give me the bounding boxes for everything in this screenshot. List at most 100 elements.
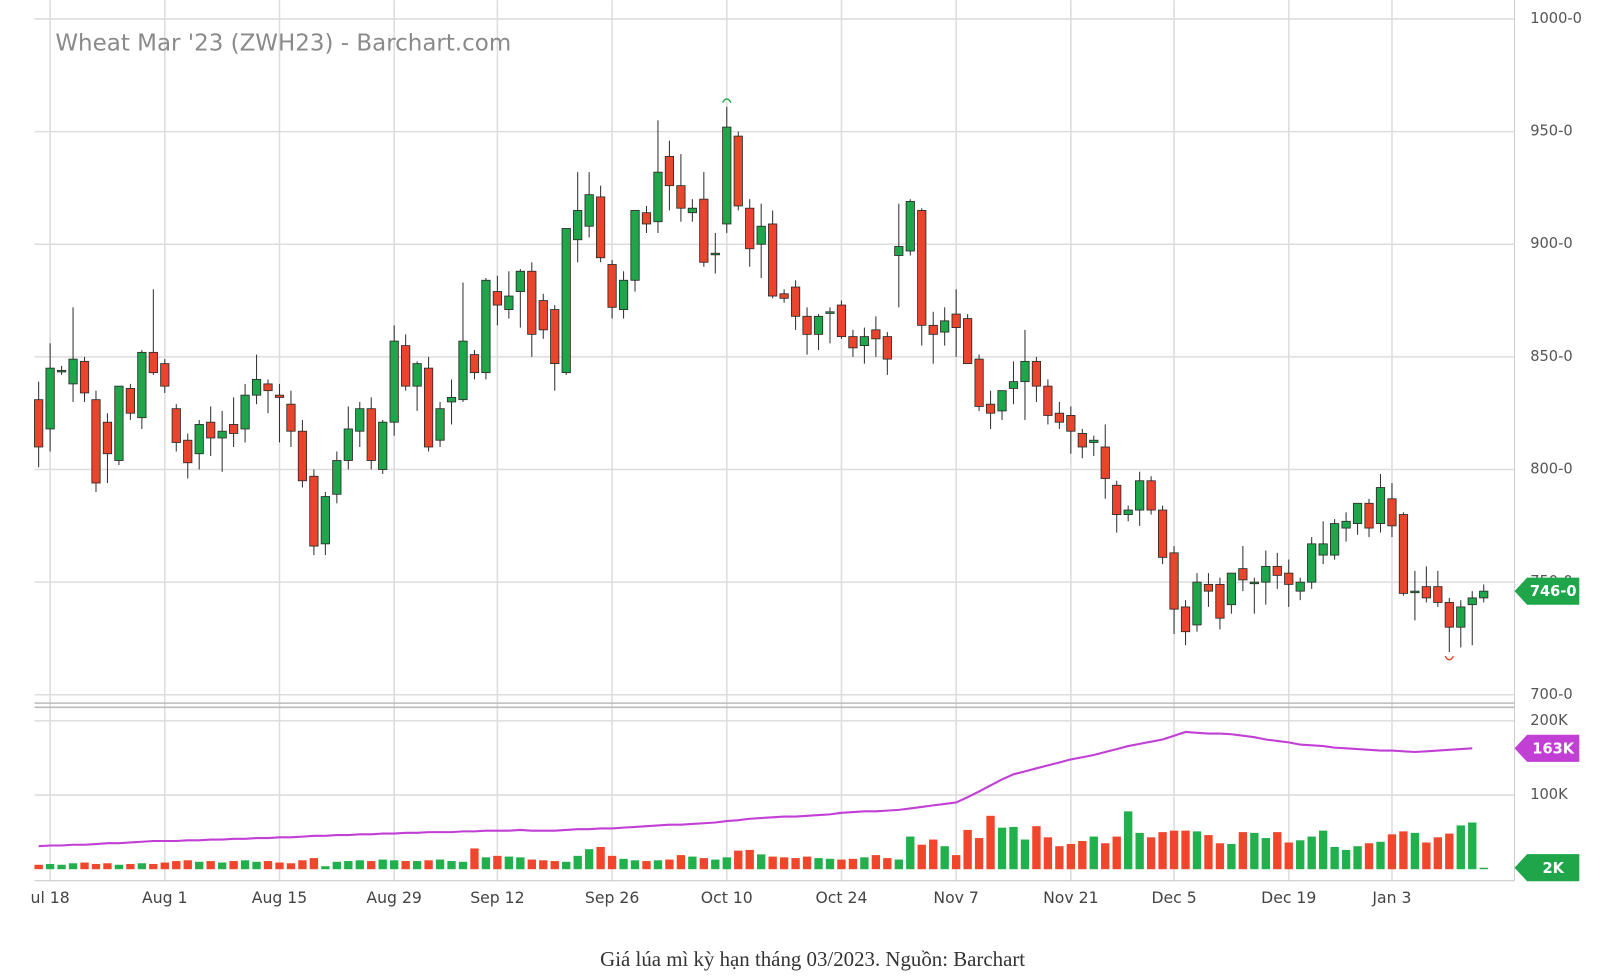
candle-body — [1261, 565, 1271, 583]
candle-body — [481, 279, 491, 374]
volume-bar — [951, 855, 961, 870]
volume-bar — [722, 857, 731, 870]
y-tick-label: 900-0 — [1530, 235, 1572, 252]
candle-body — [286, 403, 296, 432]
volume-bar — [997, 827, 1007, 870]
candle-body — [641, 212, 652, 225]
candle-body — [469, 354, 480, 374]
volume-bar — [894, 859, 903, 870]
volume-bar — [1215, 843, 1225, 870]
volume-bar — [539, 860, 548, 870]
volume-bar — [1433, 837, 1443, 870]
value-flag — [1514, 854, 1580, 882]
volume-bar — [1043, 837, 1053, 870]
volume-bar — [940, 846, 949, 870]
candle-body — [1375, 487, 1386, 524]
volume-bar — [103, 863, 112, 870]
candle-body — [389, 340, 399, 423]
volume-bar — [447, 861, 456, 870]
volume-bar — [665, 859, 674, 870]
x-tick-label: Oct 24 — [815, 888, 867, 907]
volume-bar — [734, 850, 743, 870]
candle-body — [171, 408, 181, 443]
candle-body — [527, 270, 537, 335]
volume-bar — [1387, 834, 1397, 870]
candle-body — [974, 358, 984, 407]
candle-body — [940, 320, 950, 333]
volume-bar — [1296, 840, 1305, 870]
candle-body — [1123, 509, 1133, 515]
volume-bar — [929, 839, 938, 870]
candle-body — [1157, 509, 1168, 558]
volume-bar — [126, 864, 135, 870]
candle-body — [332, 460, 342, 495]
volume-bar — [1341, 849, 1351, 870]
volume-bar — [1227, 843, 1236, 870]
volume-bar — [1158, 832, 1167, 870]
candle-body — [1410, 590, 1420, 594]
candle-body — [1295, 581, 1305, 592]
chart-title: Wheat Mar '23 (ZWH23) - Barchart.com — [55, 31, 511, 57]
volume-bar — [986, 815, 995, 870]
candle-body — [1203, 583, 1214, 592]
volume-bar — [825, 858, 835, 870]
volume-bar — [688, 856, 697, 870]
volume-bar — [596, 846, 605, 870]
volume-bar — [68, 863, 78, 870]
candle-body — [1352, 502, 1363, 524]
y-tick-label: 1000-0 — [1530, 10, 1582, 27]
volume-bar — [1181, 830, 1190, 870]
volume-bar — [481, 857, 491, 870]
x-tick-label: Sep 26 — [585, 888, 639, 907]
candle-body — [1284, 572, 1294, 585]
candle-body — [1307, 543, 1317, 583]
volume-bar — [1456, 825, 1465, 870]
volume-bar — [114, 864, 124, 870]
candle-body — [1387, 498, 1397, 527]
candle-body — [550, 309, 560, 365]
candle-body — [366, 408, 376, 461]
candle-body — [596, 196, 606, 259]
candle-body — [1020, 360, 1030, 383]
volume-bar — [344, 861, 353, 870]
candle-body — [1192, 581, 1202, 626]
x-tick-label: Aug 29 — [366, 888, 421, 907]
candle-body — [297, 430, 308, 482]
candle-body — [91, 399, 101, 484]
value-flag — [1514, 577, 1580, 605]
candle-body — [779, 293, 789, 299]
volume-bar — [91, 864, 101, 870]
candle-body — [871, 329, 881, 340]
candle-body — [320, 496, 330, 545]
candle-body — [733, 135, 743, 207]
candle-body — [894, 246, 904, 256]
candle-body — [618, 279, 629, 310]
y-tick-label: 950-0 — [1530, 123, 1572, 140]
candle-body — [1215, 583, 1225, 619]
candle-body — [1112, 484, 1122, 515]
volume-bar — [183, 860, 192, 870]
volume-bar — [321, 866, 330, 870]
x-tick-label: Oct 10 — [701, 888, 753, 907]
volume-bar — [1032, 826, 1041, 870]
candle-body — [584, 194, 594, 227]
candle-body — [1398, 514, 1409, 594]
candle-body — [79, 360, 90, 394]
candle-body — [1421, 586, 1431, 599]
volume-bar — [607, 855, 617, 870]
volume-bar — [699, 858, 709, 870]
volume-bar — [619, 858, 628, 870]
x-tick-label: Dec 19 — [1261, 888, 1316, 907]
candle-body — [355, 408, 365, 432]
candle-body — [137, 351, 147, 419]
volume-bar — [791, 858, 800, 870]
candle-body — [1318, 543, 1328, 556]
x-tick-label: Jan 3 — [1371, 888, 1411, 907]
y-tick-label: 800-0 — [1530, 461, 1572, 478]
candle-body — [378, 421, 388, 470]
candle-body — [343, 428, 353, 461]
volume-bar — [550, 861, 559, 870]
volume-bar — [493, 855, 502, 870]
candle-body — [1364, 502, 1374, 529]
